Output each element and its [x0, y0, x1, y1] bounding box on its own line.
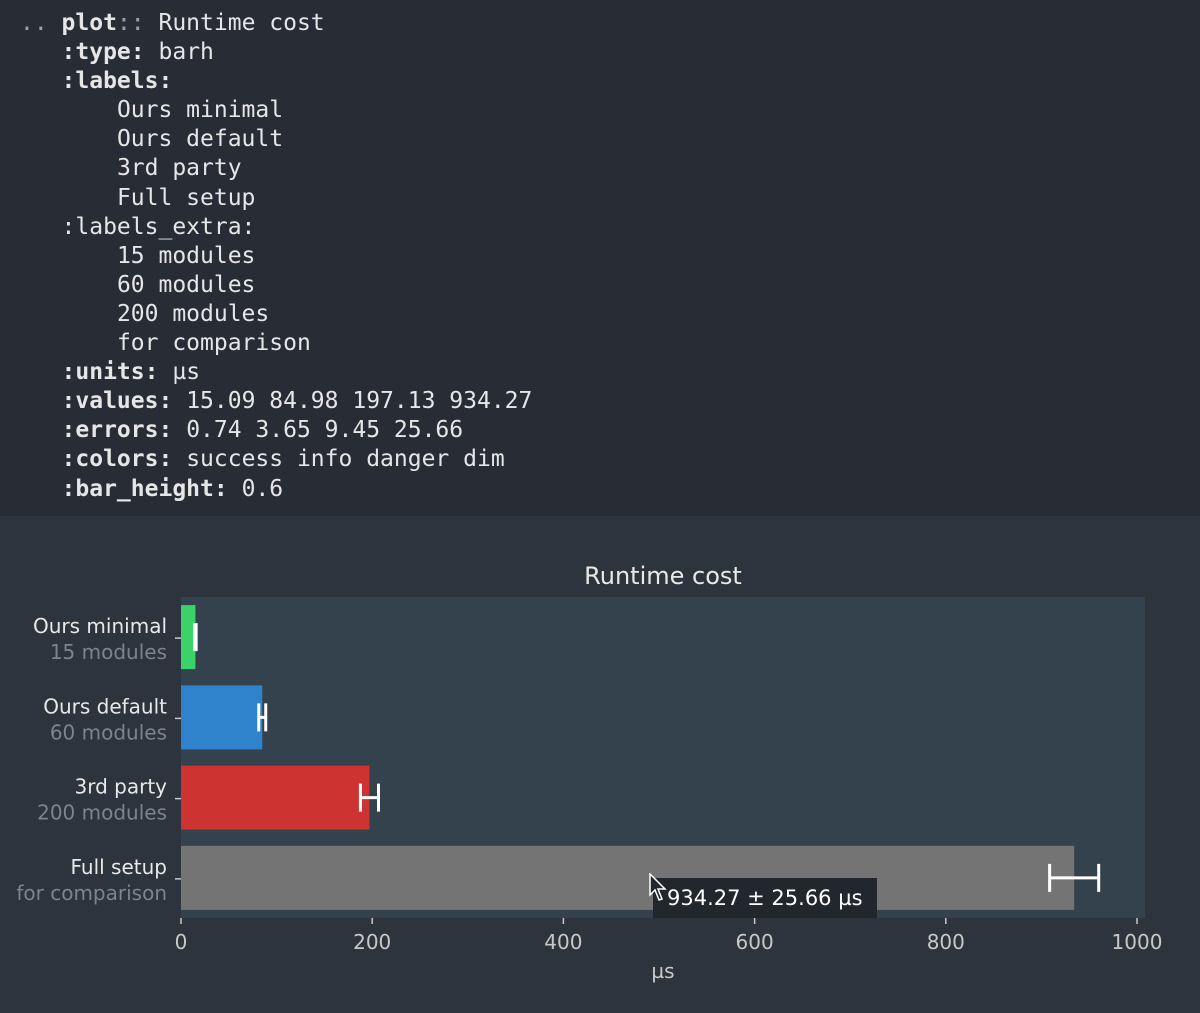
code-indent: [20, 417, 62, 443]
code-key: :values:: [61, 388, 173, 415]
code-value: 60 modules: [116, 271, 256, 298]
code-line: Ours default: [20, 125, 1200, 154]
code-indent: [20, 155, 117, 181]
code-line: 60 modules: [20, 271, 1200, 300]
bar[interactable]: [181, 765, 370, 830]
code-key: :colors:: [61, 446, 173, 473]
code-key: plot: [61, 10, 117, 36]
code-sep: [228, 476, 242, 502]
chart-title: Runtime cost: [584, 562, 742, 590]
error-bar: [257, 703, 268, 732]
code-indent: [20, 39, 62, 65]
code-block: .. plot:: Runtime cost :type: barh :labe…: [20, 9, 1200, 504]
code-line: :labels:: [20, 67, 1200, 96]
code-indent: [20, 301, 117, 327]
x-tick-label: 1000: [1112, 930, 1163, 954]
code-indent: [20, 126, 117, 152]
code-value: 0.6: [241, 475, 284, 502]
code-sep: [172, 417, 186, 443]
code-indent: [20, 214, 62, 240]
code-indent: [20, 476, 62, 502]
category-label: Ours minimal: [33, 614, 167, 638]
code-line: Full setup: [20, 184, 1200, 213]
x-tick-label: 400: [544, 930, 582, 954]
x-tick-label: 800: [927, 930, 965, 954]
bar[interactable]: [181, 605, 196, 670]
x-tick-label: 0: [175, 930, 188, 954]
error-bar: [358, 783, 380, 812]
code-key: :labels:: [61, 68, 173, 95]
code-indent: [20, 243, 117, 269]
code-value: :labels_extra:: [61, 213, 256, 240]
value-tooltip: 934.27 ± 25.66 µs: [653, 878, 877, 918]
code-line: :labels_extra:: [20, 213, 1200, 242]
bar[interactable]: [181, 685, 263, 750]
code-indent: [20, 68, 62, 94]
code-value: 3rd party: [116, 155, 242, 182]
code-indent: [20, 272, 117, 298]
code-prefix: ..: [20, 10, 62, 36]
code-indent: [20, 185, 117, 211]
chart-area: Runtime cost Ours minimal 15 modules Ours …: [0, 516, 1200, 1013]
error-bar: [193, 623, 198, 652]
category-extra-label: 200 modules: [37, 801, 167, 825]
code-indent: [20, 97, 117, 123]
category-label: Ours default: [43, 694, 167, 718]
category-extra-label: 60 modules: [50, 720, 167, 744]
code-line: Ours minimal: [20, 96, 1200, 125]
category-extra-label: for comparison: [16, 881, 167, 905]
code-indent: [20, 446, 62, 472]
category-label: 3rd party: [75, 775, 168, 799]
code-sep: [172, 388, 186, 414]
code-indent: [20, 359, 62, 385]
code-line: 200 modules: [20, 300, 1200, 329]
code-indent: [20, 388, 62, 414]
code-indent: [20, 330, 117, 356]
code-sep: [158, 359, 172, 385]
code-line: :type: barh: [20, 38, 1200, 67]
code-line: :units: µs: [20, 358, 1200, 387]
code-value: Ours default: [116, 126, 284, 153]
code-value: 15.09 84.98 197.13 934.27: [186, 388, 533, 415]
code-line: :errors: 0.74 3.65 9.45 25.66: [20, 416, 1200, 445]
x-tick-label: 200: [353, 930, 391, 954]
code-key: :errors:: [61, 417, 173, 444]
code-value: for comparison: [116, 330, 311, 357]
code-line: .. plot:: Runtime cost: [20, 9, 1200, 38]
code-sep: [172, 446, 186, 472]
code-sep: ::: [116, 10, 159, 36]
code-value: success info danger dim: [186, 446, 505, 473]
code-key: :bar_height:: [61, 475, 228, 502]
code-value: 0.74 3.65 9.45 25.66: [186, 417, 464, 444]
code-line: for comparison: [20, 329, 1200, 358]
code-value: 200 modules: [116, 300, 270, 327]
mouse-cursor-icon: [649, 873, 667, 901]
code-line: 3rd party: [20, 154, 1200, 183]
code-line: :colors: success info danger dim: [20, 445, 1200, 474]
code-key: :units:: [61, 359, 159, 386]
category-label: Full setup: [71, 855, 168, 879]
code-sep: [145, 39, 159, 65]
category-extra-label: 15 modules: [50, 640, 167, 664]
x-axis-label: µs: [651, 959, 674, 983]
x-tick-label: 600: [736, 930, 774, 954]
error-bars: [193, 623, 1101, 892]
code-value: Runtime cost: [158, 10, 325, 36]
code-value: barh: [158, 39, 214, 66]
code-value: Ours minimal: [116, 97, 284, 124]
code-key: :type:: [61, 39, 145, 66]
x-axis-ticks: 0 200 400 600 800 1000: [175, 918, 1163, 954]
code-line: 15 modules: [20, 242, 1200, 271]
error-bar: [1048, 863, 1101, 892]
code-value: Full setup: [116, 184, 256, 211]
code-value: 15 modules: [116, 242, 256, 269]
code-line: :values: 15.09 84.98 197.13 934.27: [20, 387, 1200, 416]
code-line: :bar_height: 0.6: [20, 475, 1200, 504]
code-value: µs: [172, 359, 201, 386]
bar[interactable]: [181, 845, 1075, 910]
bars: [181, 605, 1075, 910]
